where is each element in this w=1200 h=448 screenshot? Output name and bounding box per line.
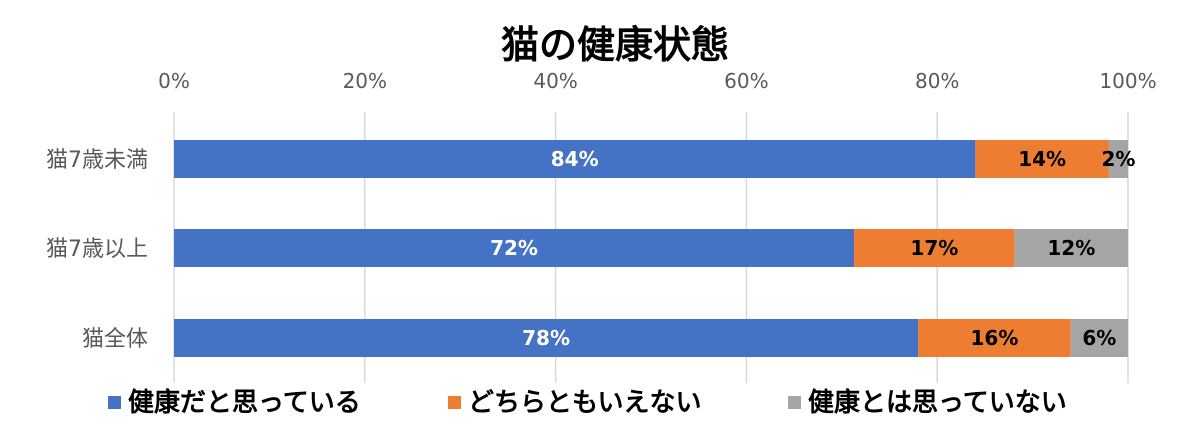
bars — [174, 140, 1128, 357]
chart-title: 猫の健康状態 — [501, 23, 729, 67]
x-tick-label: 0% — [158, 69, 190, 93]
legend-swatch — [448, 396, 461, 409]
legend-label: どちらともいえない — [468, 388, 701, 418]
data-label: 17% — [910, 236, 958, 260]
bar-segment — [1108, 140, 1128, 178]
category-label: 猫7歳未満 — [46, 148, 148, 173]
legend: 健康だと思っている どちらともいえない 健康とは思っていない — [108, 387, 1067, 418]
legend-label: 健康だと思っている — [128, 387, 361, 418]
data-labels: 84% 14% 2% 72% 17% 12% 78% 16% 6% — [490, 147, 1135, 350]
legend-swatch — [108, 396, 121, 409]
category-label: 猫7歳以上 — [46, 237, 148, 262]
category-label: 猫全体 — [82, 327, 148, 352]
x-tick-label: 20% — [343, 69, 387, 93]
legend-label: 健康とは思っていない — [808, 387, 1067, 418]
legend-swatch — [788, 396, 801, 409]
bar-segment — [975, 140, 1109, 178]
data-label: 12% — [1047, 236, 1095, 260]
bar-segment — [174, 319, 919, 357]
bar-segment — [1014, 229, 1128, 267]
data-label: 16% — [971, 326, 1019, 350]
x-tick-label: 60% — [724, 69, 768, 93]
data-label: 78% — [522, 326, 570, 350]
bar-segment — [854, 229, 1015, 267]
x-tick-label: 40% — [533, 69, 577, 93]
x-tick-label: 80% — [915, 69, 959, 93]
bar-segment — [174, 229, 855, 267]
data-label: 84% — [551, 147, 599, 171]
data-label: 14% — [1018, 147, 1066, 171]
bar-segment — [1070, 319, 1128, 357]
data-label: 2% — [1101, 147, 1135, 171]
bar-segment — [174, 140, 976, 178]
bar-segment — [918, 319, 1071, 357]
data-label: 6% — [1082, 326, 1116, 350]
x-axis-tick-labels: 0% 20% 40% 60% 80% 100% — [158, 69, 1156, 93]
x-tick-label: 100% — [1099, 69, 1156, 93]
data-label: 72% — [490, 236, 538, 260]
